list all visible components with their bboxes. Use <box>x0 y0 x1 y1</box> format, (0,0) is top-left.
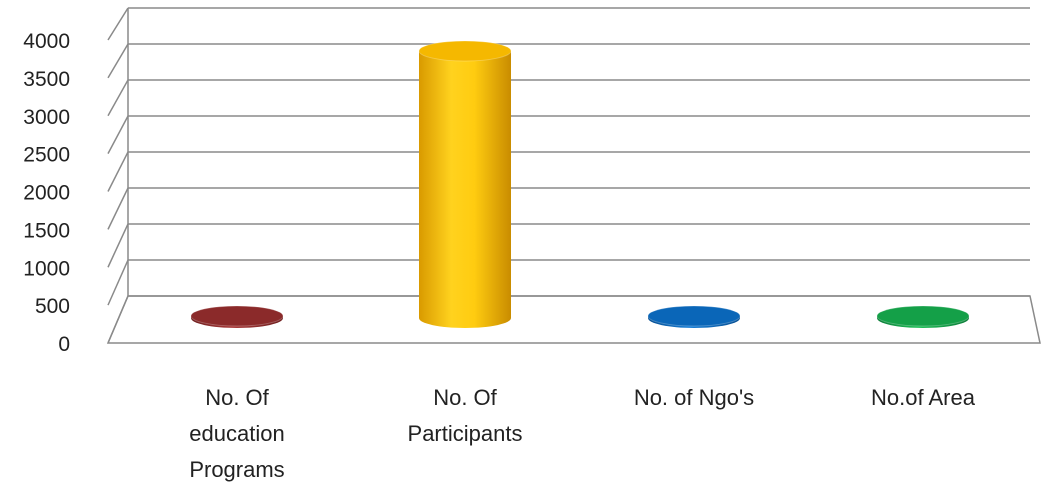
category-label: No.of Area <box>871 385 976 410</box>
bar-top <box>876 305 970 327</box>
y-tick-label: 2000 <box>23 182 70 205</box>
y-axis-ticks: 0 500 1000 1500 2000 2500 3000 3500 4000 <box>23 30 70 356</box>
y-tick-label: 0 <box>58 333 70 356</box>
side-gridline <box>107 7 129 41</box>
side-gridline <box>107 151 129 192</box>
bar <box>876 305 970 328</box>
bar-top <box>647 305 741 327</box>
y-tick-label: 1500 <box>23 219 70 242</box>
y-tick-label: 4000 <box>23 30 70 53</box>
side-gridline <box>107 223 129 268</box>
chart-floor <box>106 295 1041 344</box>
bar-top <box>418 40 512 62</box>
gridlines <box>106 7 1041 344</box>
side-gridline <box>107 187 129 230</box>
category-label: No. of Ngo's <box>634 385 754 410</box>
bar-body <box>419 51 511 328</box>
bar <box>190 305 284 328</box>
y-tick-label: 3500 <box>23 68 70 91</box>
side-gridline <box>107 79 129 117</box>
side-gridline <box>107 43 129 79</box>
side-gridline <box>107 259 129 306</box>
y-tick-label: 500 <box>35 295 70 318</box>
category-label: No. Of education Programs <box>189 385 284 482</box>
bar <box>418 40 512 328</box>
y-tick-label: 3000 <box>23 106 70 129</box>
x-axis-categories: No. Of education Programs No. Of Participant… <box>189 385 975 482</box>
y-tick-label: 2500 <box>23 144 70 167</box>
y-tick-label: 1000 <box>23 257 70 280</box>
bars <box>190 40 970 328</box>
side-gridline <box>107 115 129 154</box>
bar <box>647 305 741 328</box>
bar-top <box>190 305 284 327</box>
category-label: No. Of Participants <box>408 385 523 446</box>
